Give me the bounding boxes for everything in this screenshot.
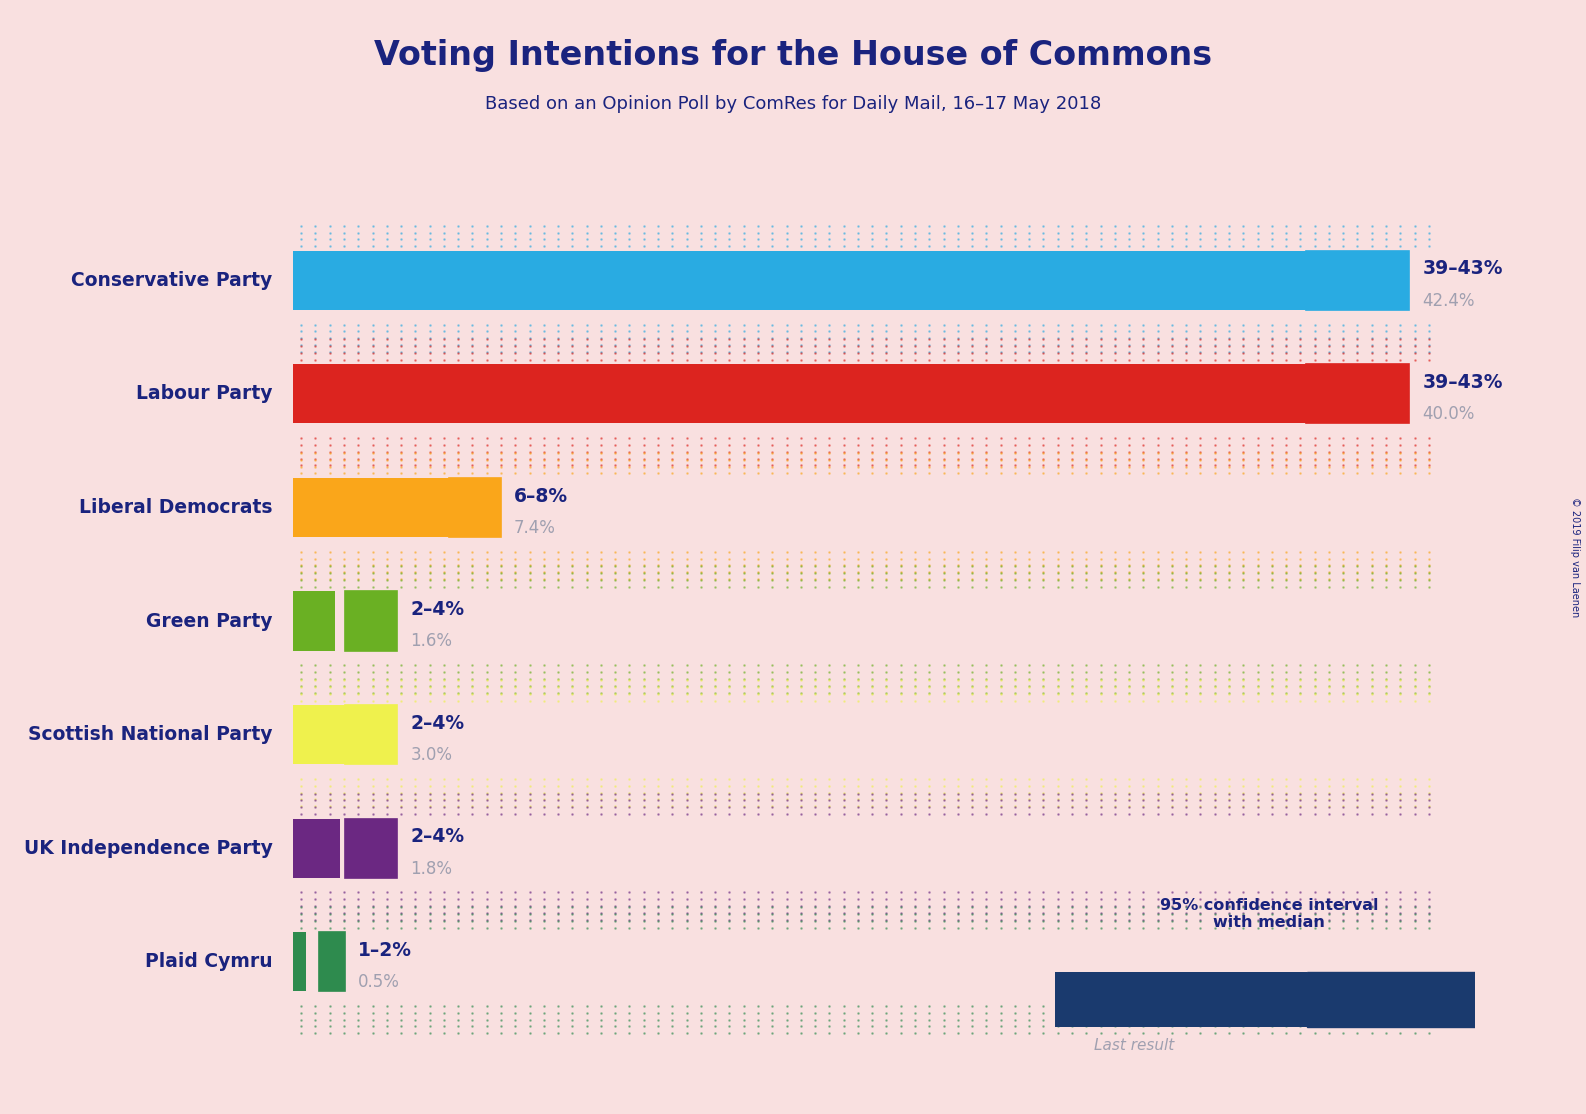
Bar [346, 705, 396, 764]
Text: Last result: Last result [1094, 1038, 1174, 1053]
Bar [449, 478, 501, 537]
Text: Based on an Opinion Poll by ComRes for Daily Mail, 16–17 May 2018: Based on an Opinion Poll by ComRes for D… [485, 95, 1101, 113]
Bar [346, 592, 396, 651]
Text: 1–2%: 1–2% [358, 941, 412, 960]
Text: 2–4%: 2–4% [411, 600, 465, 619]
Text: © 2019 Filip van Laenen: © 2019 Filip van Laenen [1570, 497, 1580, 617]
Text: 3.0%: 3.0% [411, 746, 452, 764]
Text: 2–4%: 2–4% [411, 828, 465, 847]
Text: 40.0%: 40.0% [1423, 405, 1475, 423]
Bar [293, 592, 335, 651]
Bar [346, 819, 396, 878]
Text: Liberal Democrats: Liberal Democrats [79, 498, 273, 517]
Bar [1305, 251, 1410, 310]
Text: Green Party: Green Party [146, 612, 273, 631]
Text: UK Independence Party: UK Independence Party [24, 839, 273, 858]
Text: Voting Intentions for the House of Commons: Voting Intentions for the House of Commo… [374, 39, 1212, 72]
Bar [293, 705, 371, 764]
Text: 1.6%: 1.6% [411, 633, 452, 651]
Text: 7.4%: 7.4% [514, 519, 555, 537]
Text: 95% confidence interval
with median: 95% confidence interval with median [1159, 898, 1378, 930]
Text: 0.5%: 0.5% [358, 974, 400, 991]
Bar [293, 932, 306, 991]
Text: Labour Party: Labour Party [136, 384, 273, 403]
Bar [293, 944, 306, 979]
Text: 1.8%: 1.8% [411, 860, 452, 878]
Text: Plaid Cymru: Plaid Cymru [144, 952, 273, 971]
Bar [293, 364, 1332, 423]
Text: 39–43%: 39–43% [1423, 373, 1504, 392]
Bar [1055, 973, 1307, 1027]
Bar [319, 932, 346, 991]
Text: 2–4%: 2–4% [411, 714, 465, 733]
Bar [1305, 364, 1410, 423]
Text: Scottish National Party: Scottish National Party [29, 725, 273, 744]
Text: 39–43%: 39–43% [1423, 260, 1504, 278]
Bar [1307, 973, 1475, 1027]
Bar [293, 830, 339, 866]
Bar [293, 819, 339, 878]
Text: Conservative Party: Conservative Party [71, 271, 273, 290]
Bar [293, 251, 1394, 310]
Bar [293, 604, 335, 638]
Text: 6–8%: 6–8% [514, 487, 568, 506]
Text: 42.4%: 42.4% [1423, 292, 1475, 310]
Bar [293, 478, 485, 537]
